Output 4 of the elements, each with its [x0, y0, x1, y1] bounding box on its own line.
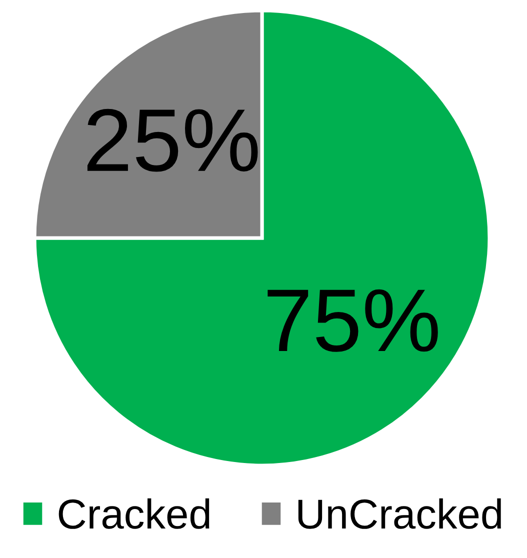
legend-label: Cracked: [58, 498, 210, 529]
data-label: 25%: [87, 108, 258, 172]
legend-label: UnCracked: [298, 498, 501, 529]
data-label: 75%: [268, 289, 438, 352]
